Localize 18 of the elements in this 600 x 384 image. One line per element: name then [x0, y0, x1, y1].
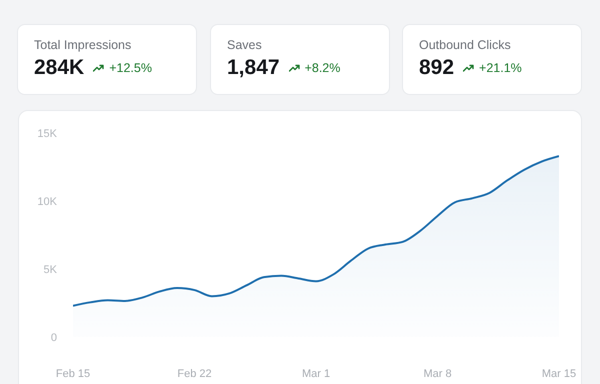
- y-tick-label: 0: [50, 332, 57, 344]
- y-tick-label: 15K: [37, 128, 58, 140]
- x-tick-label: Mar 15: [542, 368, 576, 380]
- text: +21.1%: [479, 61, 522, 75]
- text: Outbound Clicks: [419, 38, 512, 52]
- text: 284K: [34, 56, 84, 80]
- text: 1,847: [227, 56, 280, 80]
- x-tick-label: Mar 8: [423, 368, 452, 380]
- text: Saves: [227, 38, 263, 52]
- text: +8.2%: [304, 61, 340, 75]
- y-tick-label: 5K: [44, 264, 58, 276]
- x-tick-label: Feb 22: [177, 368, 212, 380]
- x-tick-label: Mar 1: [302, 368, 330, 380]
- x-tick-label: Feb 15: [56, 368, 90, 380]
- y-tick-label: 10K: [37, 196, 58, 208]
- text: Total Impressions: [34, 38, 132, 52]
- text: 892: [419, 56, 454, 80]
- text: +12.5%: [109, 61, 152, 75]
